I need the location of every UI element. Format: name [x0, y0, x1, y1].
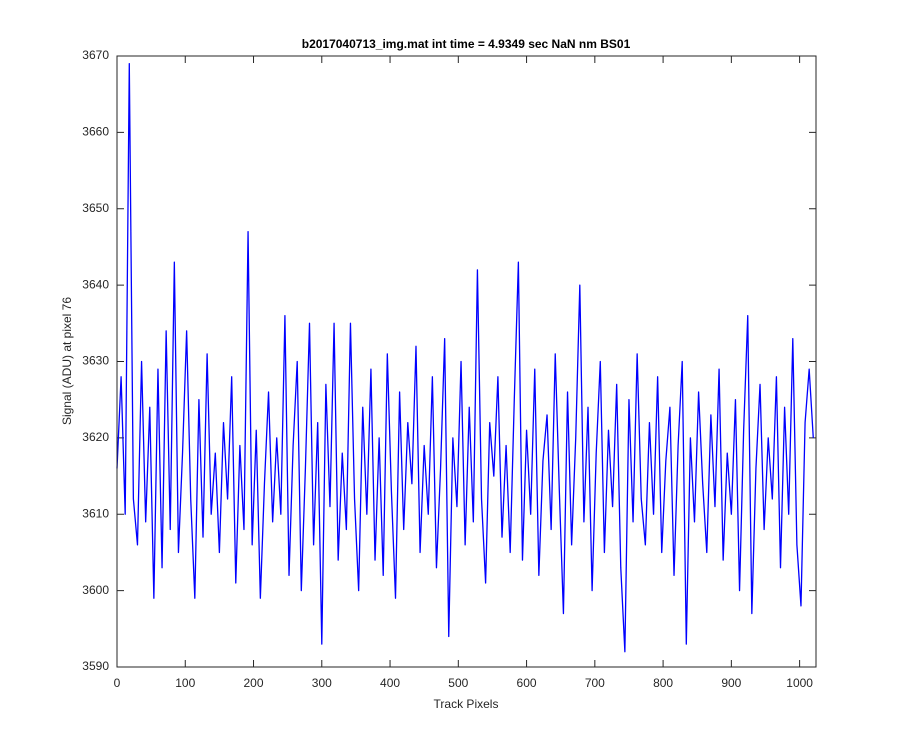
y-axis-label: Signal (ADU) at pixel 76 [60, 297, 74, 425]
x-axis-label: Track Pixels [434, 697, 499, 711]
y-tick-label: 3620 [82, 430, 109, 444]
y-tick-label: 3590 [82, 659, 109, 673]
x-tick-label: 200 [244, 676, 264, 690]
x-tick-label: 700 [585, 676, 605, 690]
y-tick-label: 3610 [82, 506, 109, 520]
axes-box [116, 55, 817, 668]
x-tick-label: 600 [517, 676, 537, 690]
y-tick-label: 3670 [82, 48, 109, 62]
x-tick-label: 900 [721, 676, 741, 690]
x-tick-label: 1000 [786, 676, 813, 690]
y-tick-label: 3600 [82, 583, 109, 597]
plot-area [117, 56, 816, 667]
x-tick-label: 500 [448, 676, 468, 690]
x-tick-label: 300 [312, 676, 332, 690]
data-line [116, 62, 814, 653]
x-tick-label: 800 [653, 676, 673, 690]
y-tick-label: 3640 [82, 277, 109, 291]
chart-title: b2017040713_img.mat int time = 4.9349 se… [302, 37, 631, 51]
x-tick-label: 400 [380, 676, 400, 690]
y-tick-label: 3650 [82, 201, 109, 215]
x-tick-label: 100 [175, 676, 195, 690]
x-tick-label: 0 [114, 676, 121, 690]
y-tick-label: 3660 [82, 125, 109, 139]
y-tick-label: 3630 [82, 354, 109, 368]
